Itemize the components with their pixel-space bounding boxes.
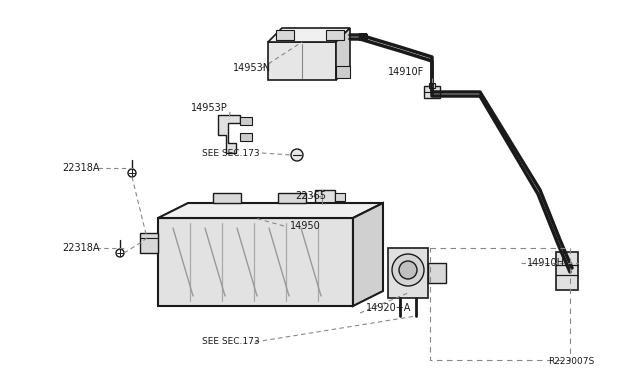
Polygon shape [158,203,383,218]
Text: 22365: 22365 [295,191,326,201]
Bar [268,42,336,80]
Bar [240,133,252,141]
Bar [158,218,353,306]
Bar [335,193,345,201]
Polygon shape [268,28,350,42]
Circle shape [116,249,124,257]
Bar [240,117,252,125]
Bar [276,30,294,40]
Bar [213,193,241,203]
Bar [315,190,335,204]
Text: 14953P: 14953P [191,103,228,113]
Circle shape [399,261,417,279]
Text: 14910F: 14910F [388,67,424,77]
Polygon shape [218,115,240,153]
Bar [428,263,446,283]
Text: SEE SEC.173: SEE SEC.173 [202,148,260,157]
Text: 14910H: 14910H [527,258,565,268]
Text: 14920+A: 14920+A [366,303,412,313]
Bar [388,248,428,298]
Text: 22318A: 22318A [62,163,99,173]
Bar [326,30,344,40]
Bar [424,86,440,98]
Text: R223007S: R223007S [548,357,595,366]
Bar [278,193,306,203]
Bar [429,83,435,88]
Polygon shape [353,203,383,306]
Text: 14950: 14950 [290,221,321,231]
Bar [556,252,578,290]
Bar [336,66,350,78]
Circle shape [128,169,136,177]
Circle shape [392,254,424,286]
Polygon shape [336,28,350,80]
Text: 22318A: 22318A [62,243,99,253]
Polygon shape [140,233,158,253]
Circle shape [291,149,303,161]
Text: SEE SEC.173: SEE SEC.173 [202,337,260,346]
Text: 14953N: 14953N [233,63,271,73]
